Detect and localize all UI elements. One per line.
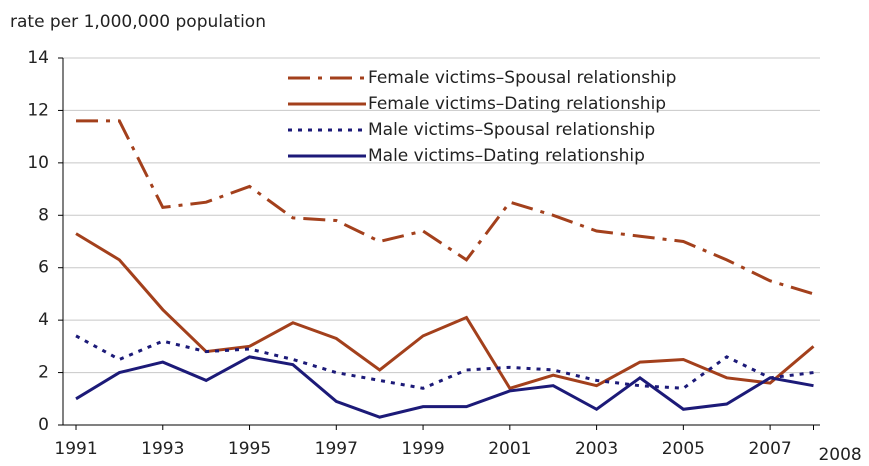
y-tick-label: 8 (38, 205, 49, 225)
legend-label: Female victims–Dating relationship (368, 94, 666, 114)
legend-label: Female victims–Spousal relationship (368, 68, 676, 88)
x-tick-label: 2008 (818, 445, 861, 465)
y-tick-label: 14 (27, 48, 49, 68)
legend-label: Male victims–Dating relationship (368, 146, 645, 166)
y-tick-label: 12 (27, 100, 49, 120)
series-line (75, 334, 814, 390)
x-tick-label: 1993 (141, 439, 184, 459)
x-tick-label: 1991 (54, 439, 97, 459)
x-tick-label: 1999 (401, 439, 444, 459)
x-tick-label: 2001 (488, 439, 531, 459)
y-tick-label: 10 (27, 153, 49, 173)
legend-label: Male victims–Spousal relationship (368, 120, 655, 140)
y-tick-label: 0 (38, 415, 49, 435)
x-tick-label: 2003 (575, 439, 618, 459)
y-tick-label: 6 (38, 258, 49, 278)
x-tick-label: 1995 (228, 439, 271, 459)
series-line (75, 232, 815, 391)
x-tick-label: 1997 (315, 439, 358, 459)
y-axis-label: rate per 1,000,000 population (10, 12, 266, 32)
x-tick-label: 2007 (748, 439, 791, 459)
x-tick-label: 2005 (662, 439, 705, 459)
y-tick-label: 4 (38, 310, 49, 330)
series-line (75, 355, 814, 419)
series-line (76, 119, 814, 296)
y-tick-label: 2 (38, 363, 49, 383)
